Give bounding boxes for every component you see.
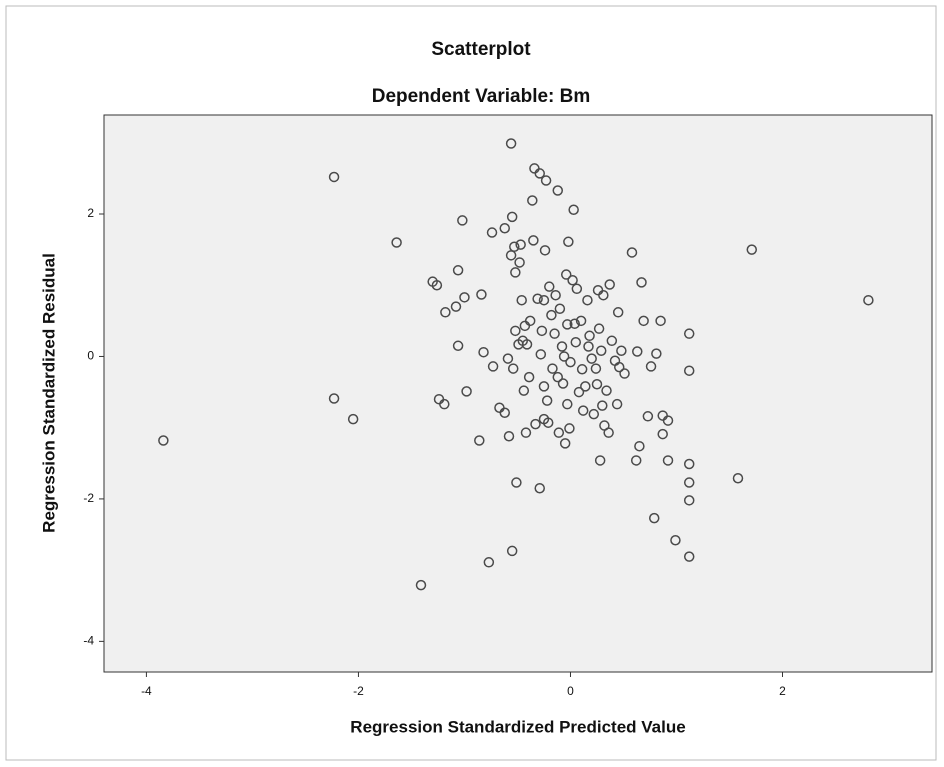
- x-axis-title: Regression Standardized Predicted Value: [350, 717, 685, 736]
- y-axis-title: Regression Standardized Residual: [39, 253, 58, 533]
- y-tick-label: 0: [87, 349, 94, 363]
- x-tick-label: -4: [141, 684, 152, 698]
- chart-title: Scatterplot: [431, 39, 531, 60]
- x-tick-label: 2: [779, 684, 786, 698]
- x-tick-label: 0: [567, 684, 574, 698]
- chart-subtitle: Dependent Variable: Bm: [372, 86, 591, 107]
- y-tick-label: -2: [83, 491, 94, 505]
- chart: Scatterplot Dependent Variable: Bm Regre…: [0, 0, 944, 767]
- plot-area: [104, 115, 932, 672]
- y-tick-label: -4: [83, 634, 94, 648]
- y-tick-label: 2: [87, 206, 94, 220]
- x-tick-label: -2: [353, 684, 364, 698]
